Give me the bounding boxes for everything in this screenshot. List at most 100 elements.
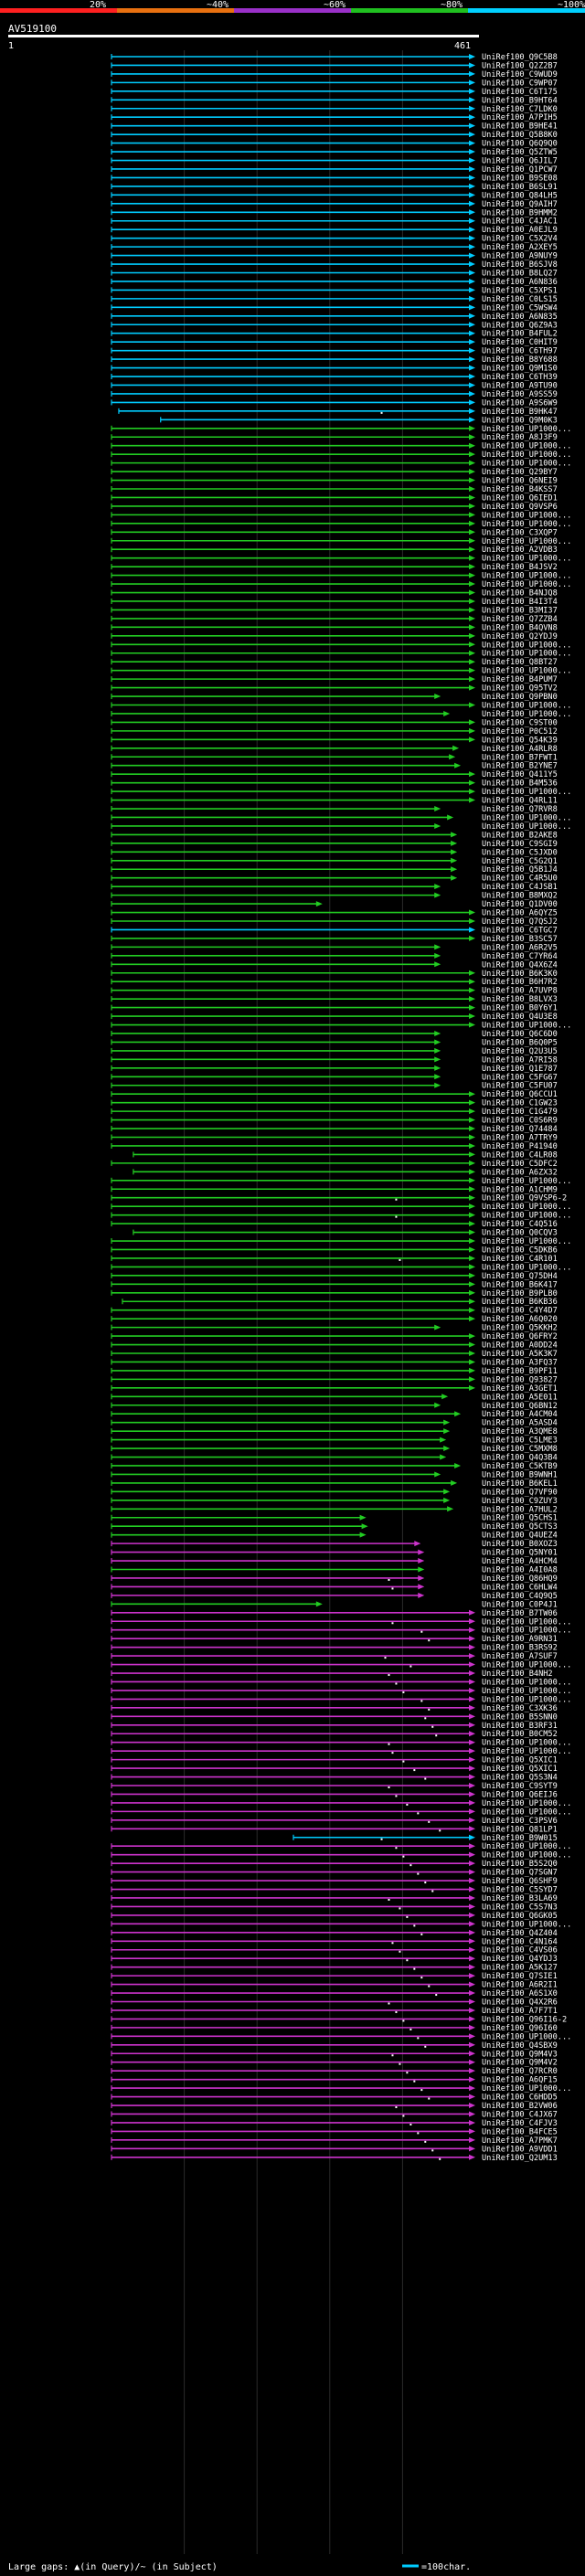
hit-label[interactable]: UniRef100_A8J3F9 [482, 433, 558, 442]
hit-label[interactable]: UniRef100_UP1000... [482, 1799, 571, 1808]
hit-label[interactable]: UniRef100_Q4Z404 [482, 1929, 558, 1938]
hit-label[interactable]: UniRef100_UP1000... [482, 822, 571, 832]
hit-row[interactable]: UniRef100_B8MXQ2 [111, 892, 558, 901]
hit-row[interactable]: UniRef100_C6T175 [111, 88, 558, 97]
hit-label[interactable]: UniRef100_Q4YDJ3 [482, 1955, 558, 1964]
hit-row[interactable]: UniRef100_Q9M4V3 [111, 2050, 558, 2059]
hit-label[interactable]: UniRef100_B6H7R2 [482, 978, 558, 987]
hit-label[interactable]: UniRef100_B9HMM2 [482, 208, 558, 217]
hit-row[interactable]: UniRef100_UP1000... [111, 442, 571, 451]
hit-label[interactable]: UniRef100_C6TGC7 [482, 926, 558, 935]
hit-row[interactable]: UniRef100_B9W015 [292, 1834, 558, 1843]
hit-label[interactable]: UniRef100_B9W015 [482, 1834, 558, 1843]
hit-row[interactable]: UniRef100_B4I3T4 [111, 598, 558, 607]
hit-label[interactable]: UniRef100_C6TH39 [482, 373, 558, 382]
hit-label[interactable]: UniRef100_C5DFC2 [482, 1160, 558, 1169]
hit-row[interactable]: UniRef100_Q6NEI9 [111, 477, 558, 486]
hit-row[interactable]: UniRef100_B4PUM7 [111, 675, 558, 684]
hit-label[interactable]: UniRef100_C7YR64 [482, 952, 558, 961]
hit-label[interactable]: UniRef100_A2XEY5 [482, 243, 558, 252]
hit-label[interactable]: UniRef100_B9SE08 [482, 174, 558, 183]
hit-label[interactable]: UniRef100_A4HCM4 [482, 1557, 558, 1566]
hit-label[interactable]: UniRef100_B0Y6Y1 [482, 1004, 558, 1013]
hit-row[interactable]: UniRef100_A9NUY9 [111, 252, 558, 261]
hit-row[interactable]: UniRef100_Q5XIC1 [111, 1756, 558, 1765]
hit-label[interactable]: UniRef100_C4FJV3 [482, 2119, 558, 2128]
hit-row[interactable]: UniRef100_Q4U3E8 [111, 1012, 558, 1022]
hit-row[interactable]: UniRef100_UP1000... [111, 451, 571, 460]
hit-label[interactable]: UniRef100_UP1000... [482, 537, 571, 546]
hit-label[interactable]: UniRef100_UP1000... [482, 460, 571, 469]
hit-label[interactable]: UniRef100_Q6JIL7 [482, 157, 558, 166]
hit-label[interactable]: UniRef100_Q74484 [482, 1125, 558, 1134]
hit-row[interactable]: UniRef100_B7FWT1 [111, 753, 558, 762]
hit-row[interactable]: UniRef100_B9SE08 [111, 174, 558, 183]
hit-row[interactable]: UniRef100_C6HDD5 [111, 2094, 558, 2103]
hit-label[interactable]: UniRef100_Q7ZZB4 [482, 615, 558, 624]
hit-label[interactable]: UniRef100_UP1000... [482, 813, 571, 822]
hit-row[interactable]: UniRef100_Q9VSP6-2 [111, 1194, 567, 1203]
hit-label[interactable]: UniRef100_C5MXM8 [482, 1445, 558, 1454]
hit-row[interactable]: UniRef100_Q54K39 [111, 736, 558, 745]
hit-row[interactable]: UniRef100_UP1000... [111, 580, 571, 589]
hit-row[interactable]: UniRef100_Q9AIH7 [111, 200, 558, 209]
hit-label[interactable]: UniRef100_Q6EIJ6 [482, 1790, 558, 1799]
hit-row[interactable]: UniRef100_C3XQP7 [111, 528, 558, 537]
hit-label[interactable]: UniRef100_B4NH2 [482, 1670, 553, 1679]
hit-row[interactable]: UniRef100_B2AKE8 [111, 831, 558, 840]
hit-label[interactable]: UniRef100_B9HK47 [482, 408, 558, 417]
hit-label[interactable]: UniRef100_A6ZX32 [482, 1168, 558, 1177]
hit-label[interactable]: UniRef100_Q9AIH7 [482, 200, 558, 209]
hit-row[interactable]: UniRef100_Q5S3N4 [111, 1774, 558, 1783]
hit-label[interactable]: UniRef100_UP1000... [482, 1022, 571, 1031]
hit-label[interactable]: UniRef100_Q6Q9Q0 [482, 140, 558, 149]
hit-label[interactable]: UniRef100_UP1000... [482, 555, 571, 564]
hit-label[interactable]: UniRef100_C4LR08 [482, 1150, 558, 1160]
hit-label[interactable]: UniRef100_Q9VSP6 [482, 503, 558, 512]
hit-label[interactable]: UniRef100_C5WSW4 [482, 303, 558, 313]
hit-label[interactable]: UniRef100_A5K127 [482, 1964, 558, 1973]
hit-row[interactable]: UniRef100_UP1000... [111, 1920, 571, 1929]
hit-row[interactable]: UniRef100_Q0CQV3 [133, 1229, 558, 1238]
hit-row[interactable]: UniRef100_C5MXM8 [111, 1445, 558, 1454]
hit-row[interactable]: UniRef100_Q75DH4 [111, 1272, 558, 1281]
hit-row[interactable]: UniRef100_A7TRY9 [111, 1134, 558, 1143]
hit-label[interactable]: UniRef100_B2VW06 [482, 2102, 558, 2111]
hit-label[interactable]: UniRef100_Q5KKH2 [482, 1324, 558, 1333]
hit-row[interactable]: UniRef100_C4R101 [111, 1255, 558, 1264]
hit-row[interactable]: UniRef100_Q9C5B8 [111, 53, 558, 62]
hit-label[interactable]: UniRef100_C4R5U0 [482, 875, 558, 884]
hit-row[interactable]: UniRef100_Q96I16-2 [111, 2015, 567, 2024]
hit-label[interactable]: UniRef100_B8LVX3 [482, 995, 558, 1004]
hit-row[interactable]: UniRef100_B3RS92 [111, 1644, 558, 1653]
hit-row[interactable]: UniRef100_Q7RCR0 [111, 2067, 558, 2076]
hit-label[interactable]: UniRef100_B6SJV8 [482, 260, 558, 270]
hit-row[interactable]: UniRef100_A5E011 [111, 1393, 558, 1402]
hit-row[interactable]: UniRef100_Q7VF90 [111, 1488, 558, 1497]
hit-label[interactable]: UniRef100_UP1000... [482, 451, 571, 460]
hit-row[interactable]: UniRef100_A3QME8 [111, 1427, 558, 1436]
hit-label[interactable]: UniRef100_B4QVN8 [482, 623, 558, 632]
hit-row[interactable]: UniRef100_UP1000... [111, 1177, 571, 1186]
hit-row[interactable]: UniRef100_A9S6W9 [111, 398, 558, 408]
hit-row[interactable]: UniRef100_B4FUL2 [111, 330, 558, 339]
hit-row[interactable]: UniRef100_C6TGC7 [111, 926, 558, 935]
hit-label[interactable]: UniRef100_Q5XIC1 [482, 1765, 558, 1774]
hit-label[interactable]: UniRef100_B7TW06 [482, 1609, 558, 1618]
hit-label[interactable]: UniRef100_A9NUY9 [482, 252, 558, 261]
hit-label[interactable]: UniRef100_Q7SGN7 [482, 1869, 558, 1878]
hit-label[interactable]: UniRef100_Q411Y5 [482, 770, 558, 779]
hit-label[interactable]: UniRef100_B3MI37 [482, 606, 558, 615]
hit-label[interactable]: UniRef100_A0DD24 [482, 1341, 558, 1351]
hit-row[interactable]: UniRef100_UP1000... [111, 1747, 571, 1756]
hit-label[interactable]: UniRef100_UP1000... [482, 1678, 571, 1687]
hit-row[interactable]: UniRef100_Q81LP1 [111, 1825, 558, 1834]
hit-row[interactable]: UniRef100_C5KTB9 [111, 1462, 558, 1471]
hit-label[interactable]: UniRef100_Q5CTS3 [482, 1522, 558, 1532]
hit-label[interactable]: UniRef100_Q4RL11 [482, 797, 558, 806]
hit-label[interactable]: UniRef100_B6K417 [482, 1280, 558, 1289]
hit-label[interactable]: UniRef100_Q96I60 [482, 2024, 558, 2033]
hit-row[interactable]: UniRef100_C9WUD9 [111, 70, 558, 80]
hit-label[interactable]: UniRef100_A0EJL9 [482, 226, 558, 235]
hit-label[interactable]: UniRef100_Q9PBN0 [482, 693, 558, 702]
